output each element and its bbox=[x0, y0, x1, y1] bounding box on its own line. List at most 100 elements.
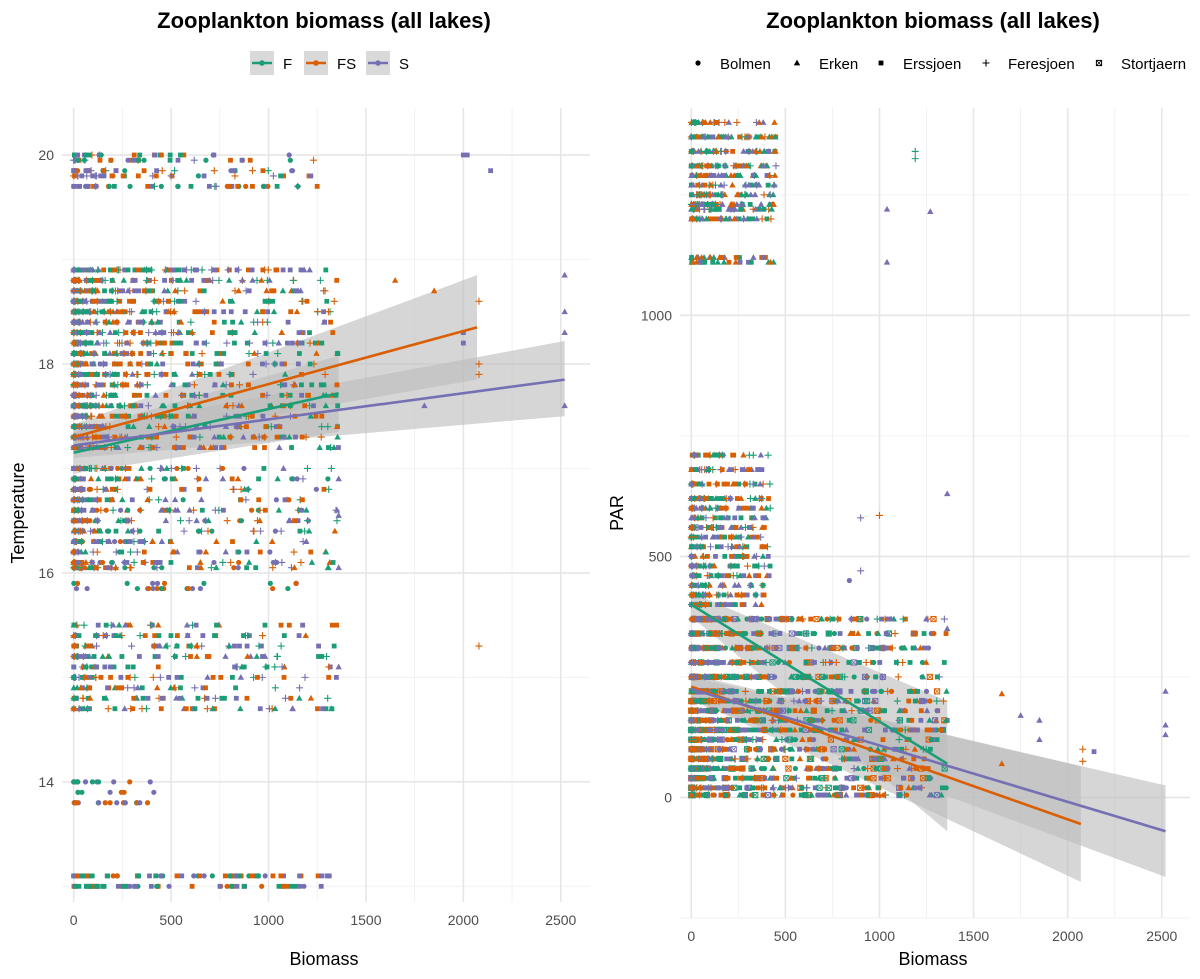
data-point bbox=[157, 319, 163, 325]
data-point bbox=[202, 475, 210, 482]
data-point bbox=[715, 591, 723, 599]
data-point bbox=[895, 736, 903, 744]
data-point bbox=[766, 480, 774, 488]
data-point bbox=[260, 654, 265, 659]
data-point bbox=[850, 659, 857, 666]
data-point bbox=[98, 173, 104, 179]
data-point bbox=[94, 518, 100, 524]
data-point bbox=[191, 873, 197, 879]
data-point bbox=[743, 191, 750, 198]
data-point bbox=[768, 205, 775, 212]
data-point bbox=[168, 351, 174, 356]
data-point bbox=[270, 308, 278, 315]
data-point bbox=[689, 553, 694, 559]
data-point bbox=[166, 883, 172, 889]
data-point bbox=[301, 527, 309, 535]
data-point bbox=[189, 392, 195, 398]
data-point bbox=[109, 277, 115, 283]
data-point bbox=[228, 372, 234, 377]
data-point bbox=[773, 736, 780, 743]
data-point bbox=[300, 330, 306, 336]
data-point bbox=[699, 552, 706, 559]
data-point bbox=[295, 183, 301, 189]
data-point bbox=[144, 800, 151, 806]
data-point bbox=[119, 309, 125, 315]
data-point bbox=[874, 745, 882, 752]
data-point bbox=[151, 789, 157, 795]
data-point bbox=[704, 202, 709, 207]
data-point bbox=[705, 602, 710, 608]
data-point bbox=[689, 505, 694, 511]
data-point bbox=[851, 674, 857, 680]
data-point bbox=[311, 403, 316, 409]
data-point bbox=[785, 765, 792, 772]
data-point bbox=[73, 157, 78, 163]
data-point bbox=[122, 168, 128, 174]
data-point bbox=[301, 673, 309, 681]
data-point bbox=[242, 309, 248, 315]
data-point bbox=[148, 361, 154, 367]
data-point bbox=[185, 413, 191, 419]
data-point bbox=[704, 466, 712, 473]
data-point bbox=[815, 673, 822, 681]
data-point bbox=[152, 298, 158, 304]
data-point bbox=[85, 464, 93, 472]
data-point bbox=[79, 706, 85, 712]
data-point bbox=[113, 297, 121, 305]
data-point bbox=[72, 308, 79, 315]
data-point bbox=[188, 371, 196, 377]
data-point bbox=[934, 674, 940, 680]
data-point bbox=[158, 152, 164, 158]
data-point bbox=[289, 705, 296, 712]
data-point bbox=[693, 163, 698, 169]
data-point bbox=[704, 147, 711, 154]
data-point bbox=[257, 549, 263, 555]
data-point bbox=[253, 308, 261, 315]
data-point bbox=[128, 308, 136, 316]
data-point bbox=[750, 515, 756, 521]
data-point bbox=[287, 267, 293, 273]
data-point bbox=[760, 582, 766, 588]
data-point bbox=[142, 633, 148, 638]
data-point bbox=[322, 402, 330, 409]
data-point bbox=[76, 330, 82, 336]
data-point bbox=[123, 372, 128, 377]
data-point bbox=[829, 697, 836, 705]
data-point bbox=[770, 201, 777, 207]
data-point bbox=[715, 133, 722, 140]
data-point bbox=[299, 434, 305, 440]
data-point bbox=[207, 372, 213, 377]
data-point bbox=[181, 152, 187, 158]
data-point bbox=[230, 539, 235, 544]
data-point bbox=[326, 873, 332, 879]
data-point bbox=[690, 592, 696, 598]
data-point bbox=[129, 276, 137, 283]
data-point bbox=[76, 633, 82, 638]
data-point bbox=[138, 330, 143, 336]
data-point bbox=[708, 746, 715, 753]
data-point bbox=[280, 267, 286, 273]
data-point bbox=[319, 654, 325, 659]
data-point bbox=[130, 527, 138, 535]
data-point bbox=[110, 873, 116, 879]
data-point bbox=[227, 558, 235, 566]
data-point bbox=[764, 216, 770, 222]
data-point bbox=[122, 464, 130, 472]
data-point bbox=[211, 433, 218, 440]
data-point bbox=[278, 329, 285, 336]
data-point bbox=[900, 708, 906, 714]
data-point bbox=[749, 736, 757, 744]
data-point bbox=[750, 216, 755, 222]
data-point bbox=[267, 423, 275, 431]
data-point bbox=[171, 506, 179, 513]
data-point bbox=[751, 514, 758, 521]
data-point bbox=[96, 800, 102, 806]
x-tick-label: 500 bbox=[159, 912, 183, 928]
data-point bbox=[797, 707, 804, 714]
data-point bbox=[760, 717, 766, 723]
data-point bbox=[147, 873, 152, 879]
data-point bbox=[709, 451, 717, 458]
data-point bbox=[84, 372, 90, 377]
data-point bbox=[703, 756, 708, 762]
data-point bbox=[327, 464, 335, 472]
